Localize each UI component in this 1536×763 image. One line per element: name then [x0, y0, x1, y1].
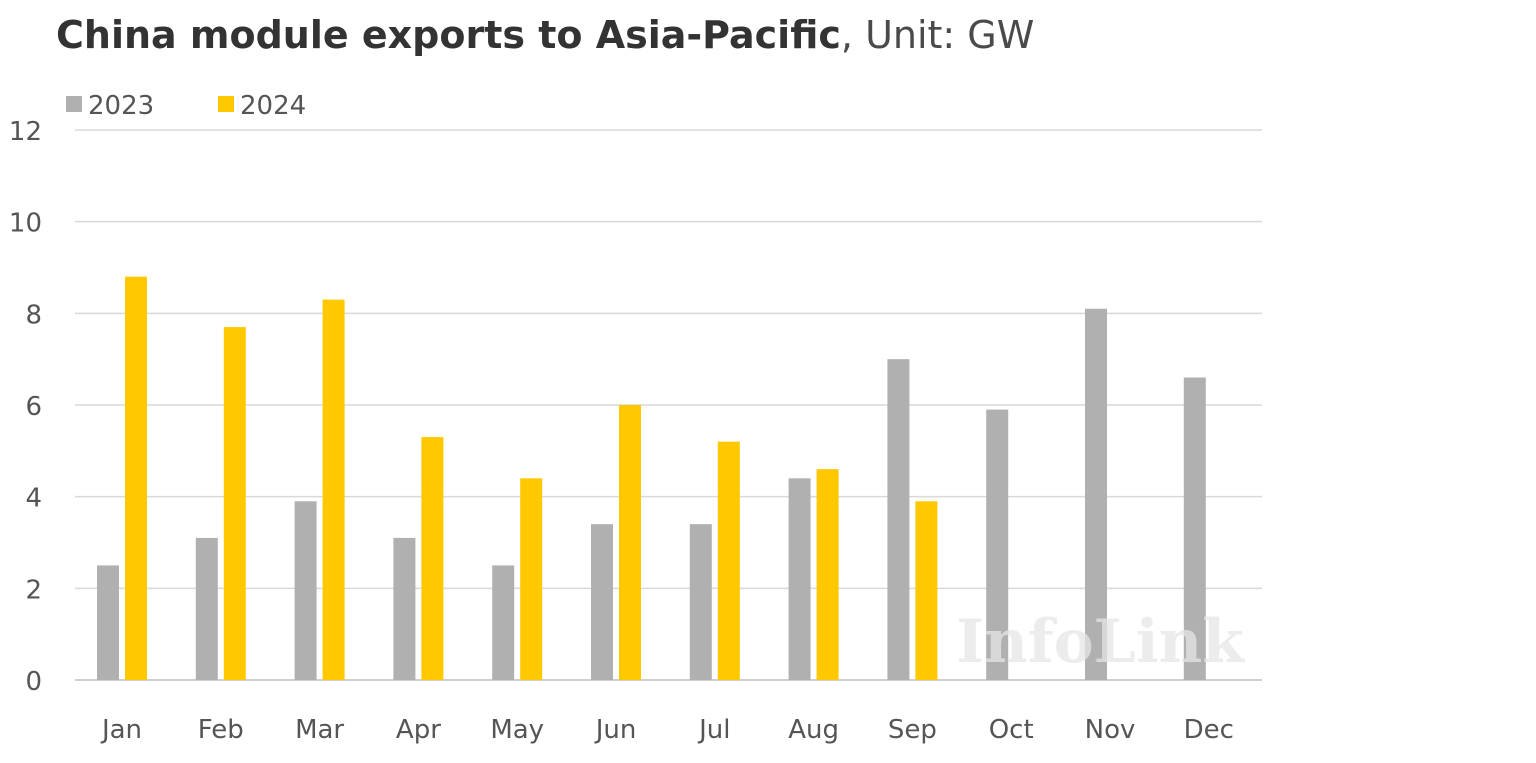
x-tick-label: Jun — [594, 715, 637, 745]
bar-2023-oct — [986, 409, 1009, 680]
bar-2024-sep — [915, 501, 938, 680]
x-tick-label: Mar — [295, 715, 344, 745]
x-tick-label: Oct — [989, 715, 1034, 745]
bar-2023-mar — [294, 501, 317, 680]
bar-2023-nov — [1085, 308, 1107, 680]
chart-title: China module exports to Asia-Pacific, Un… — [56, 10, 1034, 60]
bar-2024-jul — [717, 441, 740, 680]
bar-2023-jul — [689, 524, 712, 680]
bar-2023-apr — [393, 537, 416, 680]
bar-2024-feb — [223, 327, 246, 680]
x-tick-label: Feb — [198, 715, 244, 745]
bar-2024-apr — [421, 437, 444, 680]
x-tick-label: Jul — [697, 715, 730, 745]
bar-2024-may — [520, 478, 543, 680]
chart-title-unit: , Unit: GW — [840, 13, 1035, 57]
legend-swatch-2023 — [66, 96, 82, 112]
bar-2023-sep — [887, 359, 910, 680]
bar-2023-jun — [591, 524, 613, 680]
y-tick-label: 10 — [9, 209, 42, 239]
x-tick-label: Jan — [100, 715, 142, 745]
bar-2024-jan — [125, 276, 147, 680]
x-tick-label: Sep — [888, 715, 937, 745]
bar-2024-mar — [322, 299, 345, 680]
x-tick-label: Nov — [1085, 715, 1136, 745]
x-axis-ticks: Jan Feb Mar Apr May Jun Jul Aug Sep Oct Nov Dec — [100, 715, 1234, 745]
bar-2023-dec — [1183, 377, 1206, 680]
x-tick-label: Aug — [788, 715, 839, 745]
y-tick-label: 2 — [25, 575, 42, 605]
watermark-logo: InfoLink — [956, 607, 1245, 677]
bar-2023-feb — [195, 537, 218, 680]
legend-label-2023: 2023 — [88, 91, 154, 121]
y-axis-ticks: 0 2 4 6 8 10 12 — [9, 117, 42, 697]
y-tick-label: 4 — [25, 484, 42, 514]
x-tick-label: Dec — [1184, 715, 1234, 745]
legend-swatch-2024 — [218, 96, 234, 112]
legend-label-2024: 2024 — [240, 91, 306, 121]
y-tick-label: 12 — [9, 117, 42, 147]
bar-2023-jan — [97, 565, 119, 680]
bar-2023-aug — [788, 478, 811, 680]
x-tick-label: Apr — [396, 715, 441, 745]
y-tick-label: 8 — [25, 300, 42, 330]
bar-2024-jun — [619, 405, 641, 680]
bar-2024-aug — [816, 469, 839, 680]
gridlines — [75, 129, 1262, 681]
y-tick-label: 0 — [25, 667, 42, 697]
legend: 2023 2024 — [66, 91, 306, 121]
x-tick-label: May — [490, 715, 544, 745]
chart-title-main: China module exports to Asia-Pacific — [56, 13, 841, 57]
bar-2023-may — [492, 565, 515, 680]
bars — [97, 276, 1206, 680]
y-tick-label: 6 — [25, 392, 42, 422]
